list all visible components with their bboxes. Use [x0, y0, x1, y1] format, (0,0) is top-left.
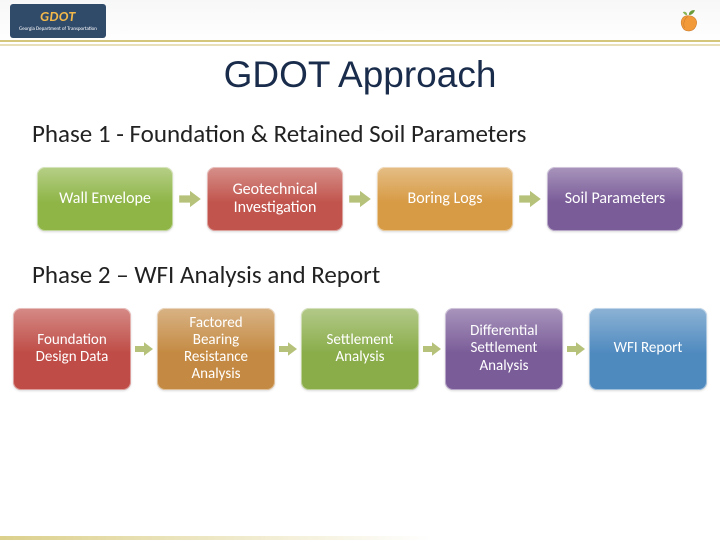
slide-header: GDOT Georgia Department of Transportatio… [0, 0, 720, 46]
slide-title: GDOT Approach [0, 54, 720, 96]
flow-box: Foundation Design Data [13, 308, 131, 390]
arrow-icon [519, 190, 541, 208]
phase1-label: Phase 1 - Foundation & Retained Soil Par… [32, 118, 720, 149]
flow-box-label: Geotechnical Investigation [215, 181, 335, 218]
peach-icon [674, 6, 702, 34]
flow-box-label: Boring Logs [408, 190, 483, 208]
flow-box-label: Differential Settlement Analysis [453, 323, 555, 375]
flow-box: Soil Parameters [547, 167, 683, 231]
logo-subtext: Georgia Department of Transportation [19, 26, 97, 32]
flow-box-label: Settlement Analysis [309, 332, 411, 367]
flow-box: Geotechnical Investigation [207, 167, 343, 231]
phase2-label: Phase 2 – WFI Analysis and Report [32, 259, 720, 290]
phase1-flow: Wall Envelope Geotechnical Investigation… [0, 167, 720, 231]
flow-box-label: WFI Report [614, 340, 683, 357]
flow-box-label: Foundation Design Data [21, 332, 123, 367]
flow-box: Settlement Analysis [301, 308, 419, 390]
flow-box-label: Soil Parameters [565, 190, 666, 208]
arrow-icon [135, 341, 153, 357]
gdot-logo: GDOT Georgia Department of Transportatio… [10, 4, 106, 38]
flow-box: Boring Logs [377, 167, 513, 231]
phase2-flow: Foundation Design Data Factored Bearing … [0, 308, 720, 390]
flow-box-label: Factored Bearing Resistance Analysis [165, 315, 267, 384]
arrow-icon [179, 190, 201, 208]
flow-box-label: Wall Envelope [59, 190, 151, 208]
flow-box: Factored Bearing Resistance Analysis [157, 308, 275, 390]
flow-box: WFI Report [589, 308, 707, 390]
arrow-icon [423, 341, 441, 357]
flow-box: Wall Envelope [37, 167, 173, 231]
arrow-icon [279, 341, 297, 357]
logo-text: GDOT [40, 10, 76, 24]
arrow-icon [567, 341, 585, 357]
arrow-icon [349, 190, 371, 208]
flow-box: Differential Settlement Analysis [445, 308, 563, 390]
footer-accent [0, 536, 720, 540]
